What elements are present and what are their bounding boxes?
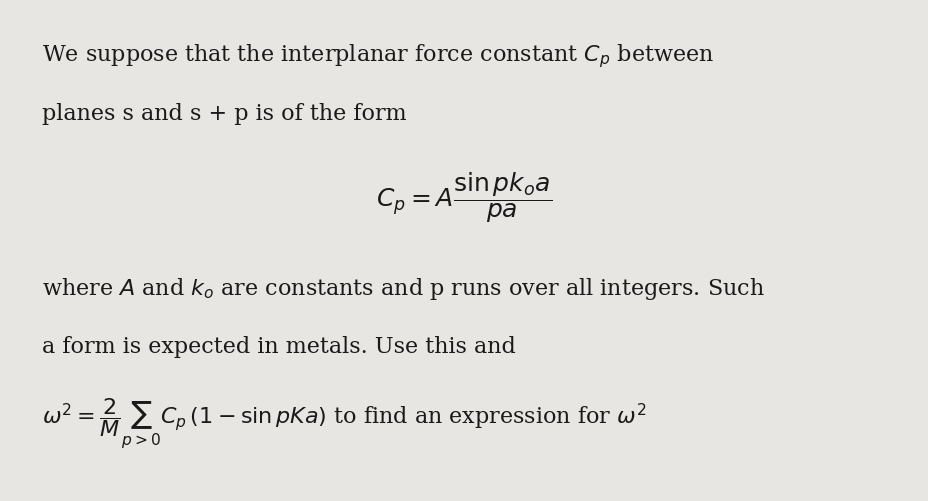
Text: a form is expected in metals. Use this and: a form is expected in metals. Use this a…	[42, 336, 515, 358]
Text: $C_p = A\dfrac{\sin pk_o a}{pa}$: $C_p = A\dfrac{\sin pk_o a}{pa}$	[376, 170, 552, 225]
Text: planes s and s + p is of the form: planes s and s + p is of the form	[42, 103, 406, 125]
Text: where $A$ and $k_o$ are constants and p runs over all integers. Such: where $A$ and $k_o$ are constants and p …	[42, 276, 764, 302]
Text: We suppose that the interplanar force constant $C_p$ between: We suppose that the interplanar force co…	[42, 43, 714, 70]
Text: $\omega^2 = \dfrac{2}{M}\sum_{p>0} C_p\,(1 - \sin pKa)$ to find an expression fo: $\omega^2 = \dfrac{2}{M}\sum_{p>0} C_p\,…	[42, 396, 646, 450]
